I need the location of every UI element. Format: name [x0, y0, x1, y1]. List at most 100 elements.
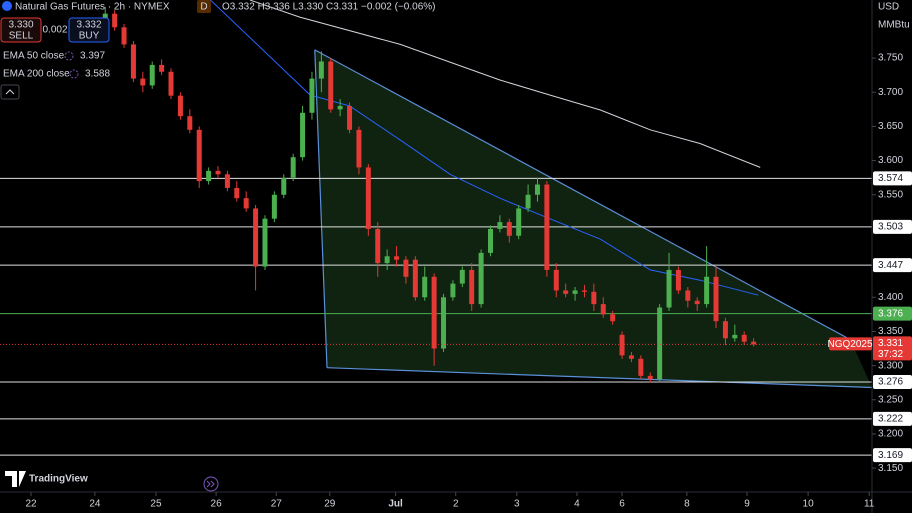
candle-body — [271, 194, 277, 219]
y-tick-label: 3.250 — [878, 394, 903, 405]
level-label-bg — [873, 171, 912, 186]
ohlc-readout: O3.332 H3.336 L3.330 C3.331 −0.002 (−0.0… — [222, 2, 436, 13]
candle-body — [300, 112, 306, 158]
x-tick-label: 8 — [684, 499, 690, 510]
legend-entry[interactable]: EMA 50 close — [3, 51, 65, 62]
candle-body — [318, 61, 324, 79]
candle-body — [591, 291, 597, 305]
candle-body — [544, 184, 550, 270]
level-label: 3.222 — [878, 414, 903, 425]
unit[interactable]: MMBtu — [878, 20, 910, 31]
wedge-edge — [314, 49, 328, 368]
goto-button[interactable] — [203, 476, 219, 492]
y-tick-label: 3.650 — [878, 121, 903, 132]
level-label-bg — [873, 306, 912, 321]
price-label-bg — [873, 336, 912, 361]
candle-body — [215, 170, 221, 175]
candle-body — [262, 218, 268, 267]
sell-label[interactable]: SELL — [9, 31, 34, 42]
candle-body — [694, 300, 700, 305]
x-tick-label: 10 — [803, 499, 815, 510]
candle-body — [243, 198, 249, 209]
candle-body — [365, 167, 371, 229]
x-tick-label: 24 — [89, 499, 101, 510]
candle-body — [224, 174, 230, 188]
x-tick-label: 26 — [211, 499, 223, 510]
candle-body — [563, 290, 569, 294]
level-label-bg — [873, 258, 912, 273]
brand-logo — [5, 471, 26, 487]
candle-body — [121, 27, 127, 45]
y-tick-label: 3.200 — [878, 429, 903, 440]
collapse-button[interactable] — [0, 84, 20, 100]
sell-button[interactable] — [0, 17, 42, 43]
candle-body — [290, 157, 296, 178]
chart-title[interactable]: Natural Gas Futures · 2h · NYMEX — [15, 2, 170, 13]
candle-body — [469, 269, 475, 305]
candle-body — [347, 105, 353, 130]
candle-body — [657, 307, 663, 380]
currency[interactable]: USD — [878, 2, 899, 13]
candle-body — [516, 208, 522, 236]
y-tick-label: 3.550 — [878, 189, 903, 200]
candle-body — [130, 44, 136, 79]
candle-body — [187, 116, 193, 130]
level-label-bg — [873, 219, 912, 234]
countdown-label: 37:32 — [878, 349, 903, 360]
candle-body — [581, 290, 587, 292]
candle-body — [741, 334, 747, 342]
sell-price[interactable]: 3.330 — [8, 20, 33, 31]
candle-body — [732, 334, 738, 339]
candle-body — [206, 170, 212, 182]
plot-area — [0, 0, 873, 456]
legend-value: 3.397 — [80, 51, 105, 62]
level-label-bg — [873, 448, 912, 463]
candle-body — [675, 269, 681, 291]
symbol-label: NGQ2025 — [827, 339, 872, 350]
candle-body — [328, 61, 334, 110]
buy-price[interactable]: 3.332 — [76, 20, 101, 31]
candle-body — [281, 177, 287, 195]
candle-body — [751, 341, 757, 345]
goto-icon — [206, 480, 215, 488]
candle-body — [422, 276, 428, 298]
price-label: 3.331 — [878, 338, 903, 349]
candle-body — [713, 276, 719, 322]
candle-body — [431, 276, 437, 349]
candle-body — [450, 283, 456, 298]
level-label: 3.503 — [878, 222, 903, 233]
candle-body — [149, 64, 155, 86]
buy-button[interactable] — [68, 17, 110, 43]
symbol-icon[interactable] — [2, 1, 12, 11]
level-label: 3.447 — [878, 260, 903, 271]
x-tick-label: 9 — [744, 499, 750, 510]
y-tick-label: 3.300 — [878, 360, 903, 371]
ema-line — [249, 0, 761, 168]
legend-entry[interactable]: EMA 200 close — [3, 69, 70, 80]
x-tick-label: 27 — [271, 499, 283, 510]
x-tick-label: 29 — [324, 499, 336, 510]
candle-body — [177, 95, 183, 117]
x-tick-label: 6 — [619, 499, 625, 510]
candle-body — [375, 228, 381, 264]
spread: 0.002 — [42, 25, 67, 36]
candle-body — [337, 105, 343, 110]
candle-body — [394, 256, 400, 260]
settings-icon[interactable] — [64, 51, 74, 61]
level-label-bg — [873, 411, 912, 426]
x-tick-label: 2 — [453, 499, 459, 510]
y-tick-label: 3.750 — [878, 53, 903, 64]
candle-body — [497, 222, 503, 229]
y-tick-label: 3.700 — [878, 87, 903, 98]
symbol-label-bg — [829, 337, 872, 351]
candle-body — [384, 256, 390, 264]
candle-body — [666, 269, 672, 308]
candle-body — [610, 314, 616, 322]
candle-body — [112, 13, 118, 28]
candle-body — [403, 259, 409, 277]
candle-body — [638, 358, 644, 376]
settings-icon[interactable] — [69, 69, 79, 79]
y-tick-label: 3.350 — [878, 326, 903, 337]
candle-body — [506, 222, 512, 236]
buy-label[interactable]: BUY — [79, 31, 100, 42]
